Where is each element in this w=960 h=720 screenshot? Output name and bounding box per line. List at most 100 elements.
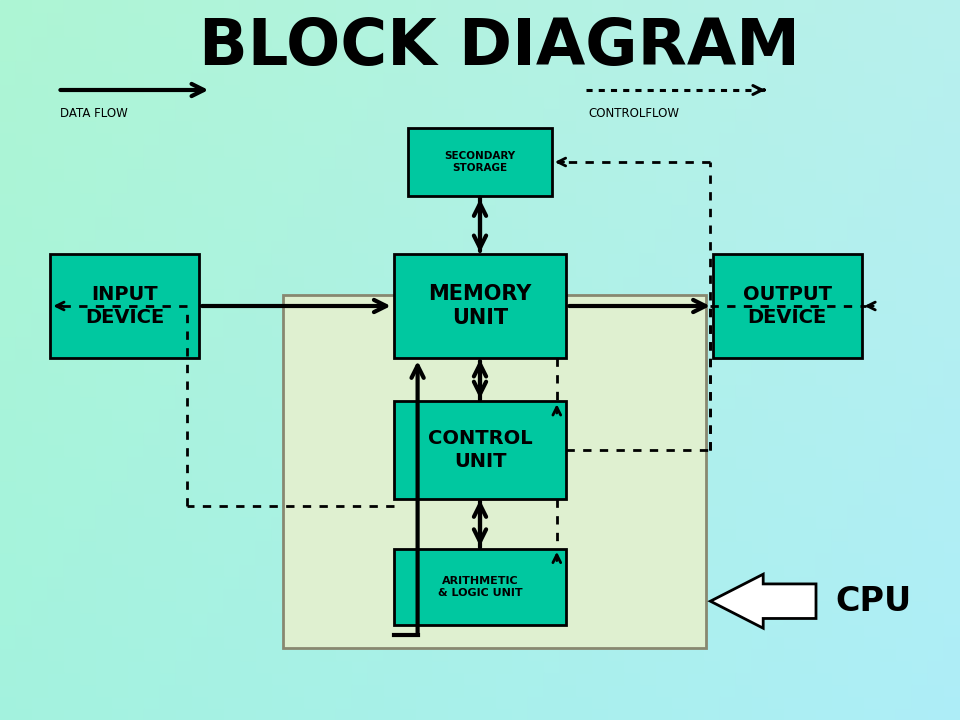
Bar [448,708,464,720]
Bar [416,240,432,252]
Bar [304,432,320,444]
Bar [272,672,288,684]
Bar [864,192,880,204]
Bar [336,552,352,564]
Bar [288,612,304,624]
Bar [416,636,432,648]
Bar [256,492,272,504]
Bar [672,360,688,372]
Bar [16,372,32,384]
Bar [944,432,960,444]
Bar [288,228,304,240]
Bar [800,132,816,144]
Bar [160,60,176,72]
Bar [352,180,368,192]
Bar [592,84,608,96]
Bar [672,156,688,168]
Bar [208,108,224,120]
Bar [240,120,256,132]
Bar [176,408,192,420]
Bar [832,612,848,624]
Bar [64,684,80,696]
Bar [400,48,416,60]
Bar [912,456,928,468]
Bar [416,312,432,324]
Bar [384,192,400,204]
Bar [928,360,944,372]
Bar [880,204,896,216]
Bar [352,228,368,240]
Bar [112,516,128,528]
Bar [352,60,368,72]
Bar [64,564,80,576]
Bar [176,480,192,492]
Bar [832,168,848,180]
Bar [704,552,720,564]
Bar [800,48,816,60]
Bar [560,456,576,468]
Bar [320,264,336,276]
Bar [112,408,128,420]
Bar [368,624,384,636]
Bar [608,156,624,168]
Bar [912,156,928,168]
Bar [592,600,608,612]
Bar [64,264,80,276]
Bar [256,360,272,372]
Bar [496,336,512,348]
Bar [816,624,832,636]
Bar [640,0,656,12]
Bar [0,264,16,276]
Bar [512,648,528,660]
Bar [576,240,592,252]
Bar [800,204,816,216]
Bar [784,324,800,336]
Bar [368,600,384,612]
Bar [464,24,480,36]
Bar [192,480,208,492]
Bar [144,456,160,468]
Bar [736,48,752,60]
Bar [160,12,176,24]
Bar [704,360,720,372]
Bar [256,180,272,192]
Bar [144,252,160,264]
Bar [400,516,416,528]
Bar [432,504,448,516]
Bar [352,132,368,144]
Bar [320,612,336,624]
Bar [528,84,544,96]
Bar [784,516,800,528]
Bar [352,468,368,480]
Bar [224,672,240,684]
Text: DATA FLOW: DATA FLOW [60,107,128,120]
Bar [928,36,944,48]
Bar [64,180,80,192]
Bar [448,648,464,660]
Bar [800,144,816,156]
Bar [400,672,416,684]
Bar [256,156,272,168]
Bar [704,636,720,648]
Bar [0,156,16,168]
Bar [112,660,128,672]
Bar [496,156,512,168]
Bar [848,36,864,48]
Bar [368,324,384,336]
Bar [480,660,496,672]
Bar [144,396,160,408]
Bar [144,24,160,36]
Bar [256,552,272,564]
Bar [320,84,336,96]
Bar [592,264,608,276]
Bar [320,624,336,636]
Bar [416,696,432,708]
Bar [400,432,416,444]
Bar [480,648,496,660]
Bar [224,492,240,504]
Bar [720,672,736,684]
Bar [80,564,96,576]
Bar [912,204,928,216]
Bar [400,528,416,540]
Bar [816,96,832,108]
